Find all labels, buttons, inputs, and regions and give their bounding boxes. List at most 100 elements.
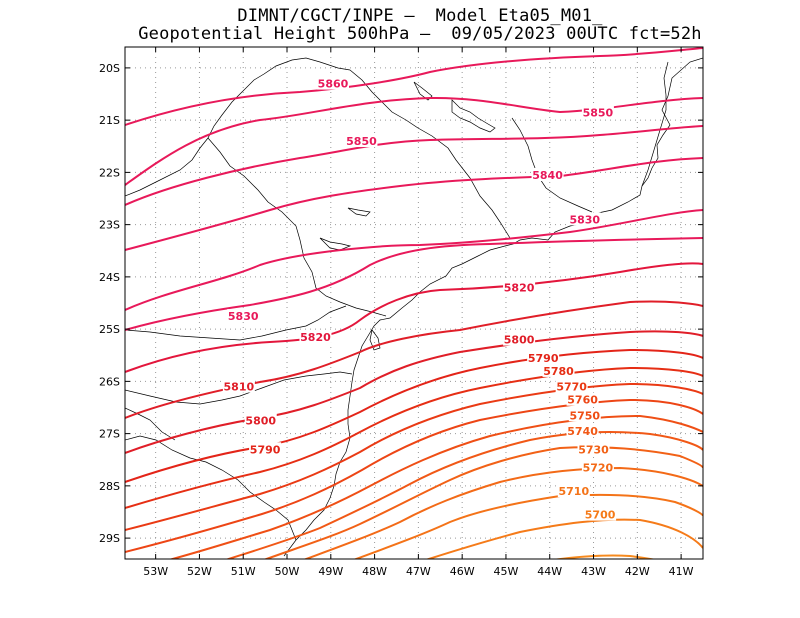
state-border-2 <box>349 69 511 239</box>
lon-tick-label: 49W <box>318 565 343 578</box>
lon-tick-label: 42W <box>625 565 650 578</box>
lake-3 <box>319 237 352 251</box>
contour-label-bg <box>581 460 614 474</box>
contour-label: 5840 <box>532 169 563 182</box>
contour-label-bg <box>577 442 610 456</box>
contour-label: 5820 <box>504 281 535 294</box>
latitude-axis: 20S 21S 22S 23S 24S 25S 26S 27S 28S 29S <box>99 62 703 545</box>
lon-tick-label: 52W <box>187 565 212 578</box>
lon-tick-label: 51W <box>231 565 256 578</box>
contour-label: 5730 <box>578 443 609 456</box>
contour-5830 <box>125 209 703 311</box>
lat-tick-label: 25S <box>99 323 120 336</box>
contour-5830-b <box>125 237 703 331</box>
lake-1 <box>451 99 496 133</box>
lat-tick-label: 26S <box>99 375 120 388</box>
state-border-4 <box>125 305 347 341</box>
contour-label-bg <box>503 332 536 346</box>
contour-label-bg <box>227 309 260 323</box>
contour-label-bg <box>542 363 575 377</box>
atlantic-coastline <box>283 57 703 557</box>
contour-label: 5720 <box>583 462 614 475</box>
contour-label-bg <box>568 408 601 422</box>
contour-5840 <box>125 157 703 251</box>
contour-5730 <box>263 446 703 559</box>
contour-label: 5790 <box>250 443 281 456</box>
contour-label: 5850 <box>583 106 614 119</box>
lon-tick-label: 43W <box>581 565 606 578</box>
contour-5770 <box>125 382 703 531</box>
contour-label: 5790 <box>528 352 559 365</box>
contour-label-bg <box>316 76 349 90</box>
lat-tick-label: 23S <box>99 219 120 232</box>
lon-tick-label: 48W <box>362 565 387 578</box>
country-border-2 <box>125 407 176 441</box>
contour-label: 5830 <box>569 213 600 226</box>
contour-label-bg <box>531 168 564 181</box>
island <box>369 329 381 351</box>
lon-tick-label: 45W <box>494 565 519 578</box>
lat-tick-label: 21S <box>99 114 120 127</box>
contour-label-bg <box>244 413 277 427</box>
contour-5780 <box>125 366 703 509</box>
lat-tick-label: 28S <box>99 480 120 493</box>
contour-5690 <box>552 554 657 559</box>
contour-5750 <box>169 414 703 559</box>
contour-label-bg <box>557 484 590 498</box>
contour-label: 5700 <box>585 509 616 522</box>
contour-5720 <box>303 466 703 559</box>
lat-tick-label: 20S <box>99 62 120 75</box>
state-border-1 <box>125 57 351 197</box>
contour-label: 5780 <box>543 365 574 378</box>
contour-label: 5770 <box>556 381 587 394</box>
lon-tick-label: 47W <box>406 565 431 578</box>
chart-title-line2: Geopotential Height 500hPa – 09/05/2023 … <box>138 24 702 44</box>
lat-tick-label: 29S <box>99 532 120 545</box>
contour-label: 5850 <box>346 135 377 148</box>
contour-label: 5820 <box>300 331 331 344</box>
state-border-6 <box>511 117 593 213</box>
lon-tick-label: 50W <box>275 565 300 578</box>
contour-label-bg <box>555 379 588 393</box>
contour-label: 5750 <box>569 409 600 422</box>
lat-tick-label: 27S <box>99 428 120 441</box>
contour-label-bg <box>584 507 617 521</box>
lake-2 <box>347 207 371 217</box>
contour-label-bg <box>345 134 378 148</box>
contour-label-bg <box>222 379 255 393</box>
chart-title-line1: DIMNT/CGCT/INPE – Model Eta05_M01_ <box>237 6 603 26</box>
contour-5760 <box>125 398 703 553</box>
contour-5710 <box>353 493 703 559</box>
contour-label: 5760 <box>567 394 598 407</box>
contour-label: 5800 <box>504 334 535 347</box>
lat-tick-label: 24S <box>99 271 120 284</box>
lat-tick-label: 22S <box>99 166 120 179</box>
contour-label: 5740 <box>567 425 598 438</box>
contour-label: 5710 <box>559 485 590 498</box>
state-border-3 <box>207 137 387 317</box>
lon-tick-label: 53W <box>143 565 168 578</box>
contour-label: 5860 <box>318 78 349 91</box>
contour-5850-south <box>125 125 703 206</box>
contour-5700 <box>425 518 703 559</box>
contour-label-bg <box>568 212 601 226</box>
plot-frame <box>124 46 704 560</box>
contour-label-bg <box>566 392 599 406</box>
contour-labels: 5860 5850 5850 5840 5830 5830 5820 5820 5810 5800… <box>222 76 617 522</box>
contour-lines <box>125 47 703 559</box>
contour-label-bg <box>581 105 614 119</box>
contour-5820 <box>125 262 703 373</box>
state-border-7 <box>641 61 669 187</box>
contour-label: 5800 <box>245 415 276 428</box>
lon-tick-label: 46W <box>450 565 475 578</box>
contour-label-bg <box>527 350 560 364</box>
contour-label-bg <box>566 424 599 437</box>
contour-label: 5810 <box>224 381 255 394</box>
lon-tick-label: 44W <box>537 565 562 578</box>
contour-5740 <box>225 431 703 559</box>
contour-label-bg <box>299 329 332 343</box>
contour-label-bg <box>503 280 536 294</box>
lon-tick-label: 41W <box>669 565 694 578</box>
contour-label-bg <box>249 442 282 456</box>
